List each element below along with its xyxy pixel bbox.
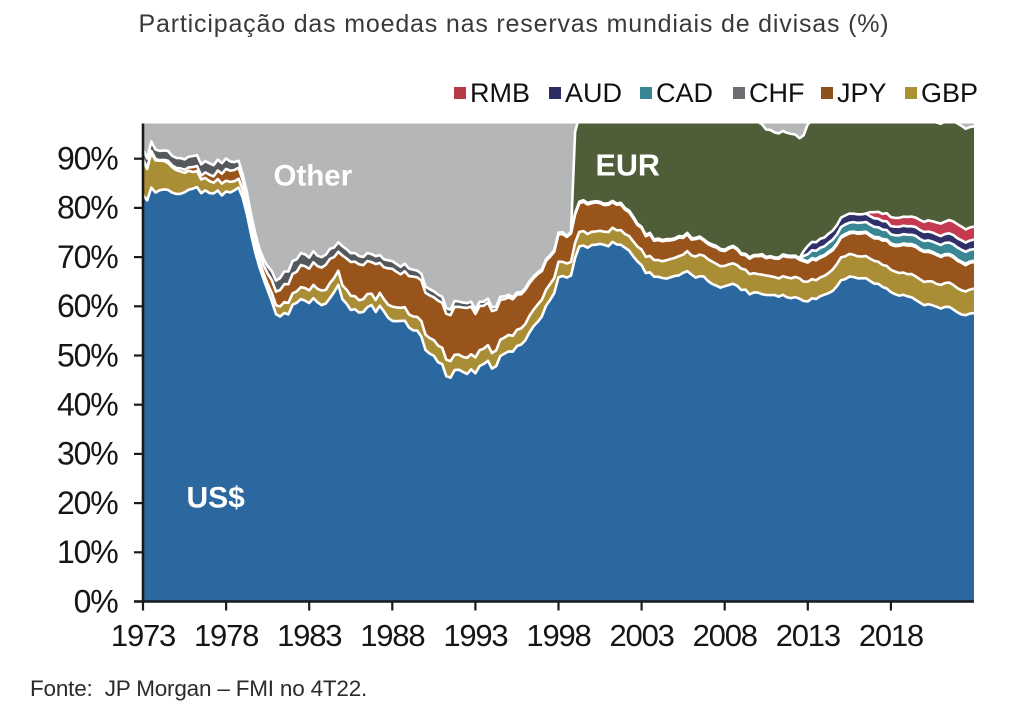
svg-text:1973: 1973 (111, 618, 175, 653)
svg-text:1998: 1998 (526, 618, 590, 653)
svg-text:30%: 30% (57, 436, 118, 472)
svg-text:Participação das moedas nas re: Participação das moedas nas reservas mun… (139, 10, 890, 38)
svg-text:10%: 10% (57, 534, 118, 570)
svg-text:50%: 50% (57, 337, 118, 373)
svg-text:AUD: AUD (565, 78, 622, 108)
svg-text:JPY: JPY (837, 78, 887, 108)
svg-text:2008: 2008 (693, 618, 757, 653)
svg-text:RMB: RMB (470, 78, 530, 108)
svg-text:1993: 1993 (443, 618, 507, 653)
svg-text:1978: 1978 (194, 618, 258, 653)
svg-text:Fonte: JP Morgan – FMI no 4T2: Fonte: JP Morgan – FMI no 4T22. (30, 676, 367, 701)
svg-text:70%: 70% (57, 239, 118, 275)
svg-text:40%: 40% (57, 387, 118, 423)
svg-text:Other: Other (274, 160, 353, 193)
svg-text:90%: 90% (57, 141, 118, 177)
svg-text:US$: US$ (187, 482, 246, 515)
svg-text:CAD: CAD (656, 78, 713, 108)
svg-text:0%: 0% (74, 583, 119, 619)
svg-text:2018: 2018 (859, 618, 923, 653)
svg-text:1988: 1988 (360, 618, 424, 653)
svg-text:80%: 80% (57, 190, 118, 226)
svg-text:GBP: GBP (921, 78, 978, 108)
svg-text:2013: 2013 (776, 618, 840, 653)
svg-text:2003: 2003 (610, 618, 674, 653)
svg-text:EUR: EUR (596, 149, 660, 183)
svg-text:1983: 1983 (277, 618, 341, 653)
svg-text:20%: 20% (57, 485, 118, 521)
svg-text:60%: 60% (57, 288, 118, 324)
svg-text:CHF: CHF (749, 78, 805, 108)
